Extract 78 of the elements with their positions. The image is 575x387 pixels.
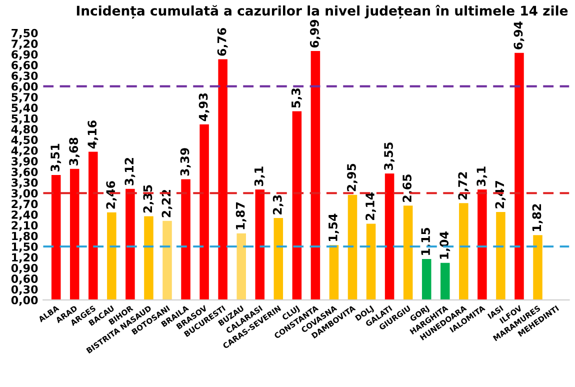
bar <box>274 218 284 300</box>
data-label: 3,1 <box>476 166 488 186</box>
bar <box>144 216 154 300</box>
y-tick-label: 6,00 <box>12 82 38 92</box>
bar <box>70 168 80 300</box>
data-label: 1,54 <box>328 214 339 241</box>
bar <box>200 124 209 300</box>
y-tick-label: 2,10 <box>12 221 38 231</box>
y-tick-label: 2,40 <box>12 210 38 220</box>
bar <box>440 262 450 300</box>
y-tick-label: 5,40 <box>12 104 38 114</box>
data-label: 2,35 <box>143 185 154 213</box>
bar <box>218 59 228 300</box>
data-label: 6,99 <box>310 20 320 48</box>
data-label: 6,76 <box>217 28 228 56</box>
y-tick-label: 3,60 <box>12 168 38 178</box>
data-label: 3,68 <box>69 138 80 166</box>
y-tick-label: 4,20 <box>11 146 38 156</box>
y-tick-label: 1,20 <box>12 253 38 263</box>
y-tick-label: 3,00 <box>12 189 38 199</box>
bar <box>533 235 542 300</box>
y-tick-label: 0,90 <box>11 264 38 274</box>
bar <box>51 174 61 300</box>
y-tick-label: 5,10 <box>12 114 38 124</box>
y-tick-label: 4,50 <box>11 136 38 146</box>
bar <box>403 206 413 300</box>
data-label: 3,51 <box>50 144 62 172</box>
y-tick-label: 3,30 <box>12 178 38 188</box>
y-tick-label: 0,30 <box>11 285 38 296</box>
bar <box>329 245 339 300</box>
data-label: 3,39 <box>180 148 191 176</box>
y-tick-label: 0,60 <box>11 274 38 284</box>
y-tick-label: 5,70 <box>12 92 38 103</box>
data-label: 5,3 <box>291 88 302 108</box>
y-tick-label: 6,90 <box>12 50 38 60</box>
y-tick-label: 1,80 <box>12 232 38 242</box>
data-label: 1,82 <box>532 204 543 232</box>
bar <box>236 233 246 300</box>
data-label: 2,72 <box>458 172 469 200</box>
bar <box>126 188 135 300</box>
y-tick-label: 7,50 <box>12 28 38 39</box>
bar <box>459 203 468 300</box>
data-label: 2,3 <box>272 195 284 214</box>
bar <box>478 190 487 300</box>
data-label: 1,87 <box>236 202 246 230</box>
chart-title: Incidența cumulată a cazurilor la nivel județean în ultimele 14 zile <box>76 4 568 19</box>
y-tick-label: 6,60 <box>12 60 38 71</box>
y-tick-label: 6,30 <box>12 72 38 82</box>
bar <box>514 52 524 300</box>
data-label: 1,04 <box>440 232 450 259</box>
bar <box>292 111 302 300</box>
y-tick-label: 4,80 <box>11 125 38 135</box>
data-label: 2,95 <box>346 164 358 192</box>
bar <box>384 174 394 300</box>
bar <box>366 224 376 300</box>
bar <box>181 179 190 300</box>
y-tick-label: 2,70 <box>12 200 38 210</box>
y-tick-label: 7,20 <box>12 40 38 50</box>
y-tick-label: 1,50 <box>12 242 38 252</box>
bar <box>255 190 265 300</box>
data-label: 3,12 <box>124 158 136 186</box>
data-label: 2,14 <box>366 192 376 220</box>
data-label: 2,46 <box>106 181 117 209</box>
bar <box>496 212 506 300</box>
bar <box>88 152 98 300</box>
data-label: 2,65 <box>402 174 414 202</box>
y-tick-label: 3,90 <box>12 157 38 167</box>
bar <box>348 194 358 300</box>
bar <box>310 51 320 300</box>
y-tick-label: 0,00 <box>11 296 38 306</box>
data-label: 6,94 <box>514 21 524 50</box>
data-label: 4,93 <box>198 93 210 122</box>
data-label: 3,55 <box>384 142 394 170</box>
data-label: 3,1 <box>254 166 265 186</box>
bar <box>422 258 432 300</box>
bar <box>107 212 116 300</box>
data-label: 4,16 <box>88 120 98 149</box>
bar <box>162 220 172 300</box>
